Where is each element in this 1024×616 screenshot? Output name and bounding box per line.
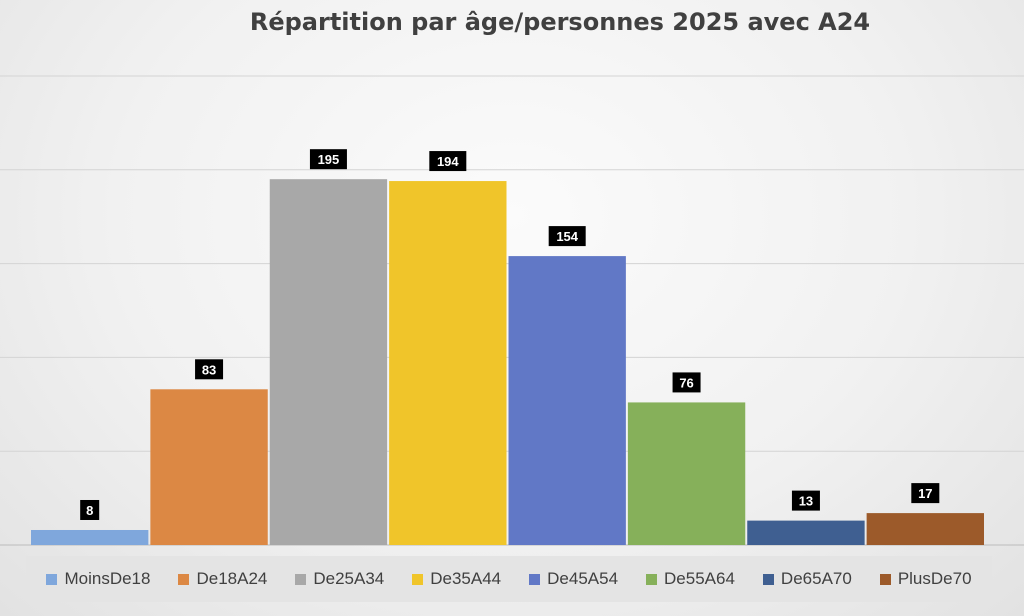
bar-De55A64 [627,402,746,545]
legend-swatch [879,573,891,585]
legend-item-De35A44: De35A44 [412,569,501,589]
legend-item-De55A64: De55A64 [646,569,735,589]
data-label-box [309,149,347,170]
legend-item-De45A54: De45A54 [529,569,618,589]
legend-item-MoinsDe18: MoinsDe18 [46,569,150,589]
bar-De35A44 [389,181,507,545]
legend-label: De55A64 [664,569,735,588]
legend-label: De35A44 [430,569,502,588]
data-label-text: 195 [318,152,340,167]
legend-swatch [646,573,658,585]
data-label-box [429,151,467,172]
data-label-text: 13 [799,494,813,509]
bar-De25A34 [269,179,388,545]
data-label-MoinsDe18: 8 [80,499,100,520]
data-label-PlusDe70: 17 [911,483,940,504]
data-label-De35A44: 194 [429,151,467,172]
data-label-De55A64: 76 [672,372,701,393]
data-label-box [911,483,940,504]
legend-swatch [762,573,774,585]
legend-item-De18A24: De18A24 [178,569,267,589]
legend-swatch [412,573,424,585]
data-label-text: 194 [437,154,459,169]
legend-label: De65A70 [780,569,852,588]
data-label-De25A34: 195 [309,149,347,170]
data-label-box [672,372,701,393]
legend-label: MoinsDe18 [64,569,151,588]
bar-De65A70 [747,520,865,545]
data-label-box [195,359,224,380]
bar-chart: 8 83 195 194 154 76 13 17 [0,75,1024,546]
legend-swatch [295,573,307,585]
data-label-text: 76 [679,375,693,390]
data-label-box [548,226,586,247]
bar-PlusDe70 [866,513,984,545]
data-label-box [791,490,820,511]
data-label-De45A54: 154 [548,226,586,247]
data-label-De65A70: 13 [791,490,820,511]
legend-item-PlusDe70: PlusDe70 [879,569,972,589]
legend-swatch [178,573,190,585]
legend: MoinsDe18 De18A24 De25A34 De35A44 De45A54 De5… [26,556,992,602]
chart-title: Répartition par âge/personnes 2025 avec … [249,8,871,36]
bar-MoinsDe18 [31,529,149,545]
data-label-De18A24: 83 [195,359,224,380]
legend-swatch [529,573,541,585]
data-label-text: 8 [86,503,93,518]
legend-label: De25A34 [313,569,385,588]
bar-De45A54 [508,256,626,545]
legend-label: PlusDe70 [897,569,972,588]
legend-item-De65A70: De65A70 [762,569,852,589]
data-label-text: 17 [918,486,932,501]
data-label-text: 154 [556,229,578,244]
legend-item-De25A34: De25A34 [295,569,384,589]
legend-swatch [46,573,58,585]
data-label-text: 83 [202,362,216,377]
legend-label: De45A54 [547,569,619,588]
bar-De18A24 [150,389,268,545]
data-label-box [80,499,100,520]
legend-label: De18A24 [196,569,268,588]
